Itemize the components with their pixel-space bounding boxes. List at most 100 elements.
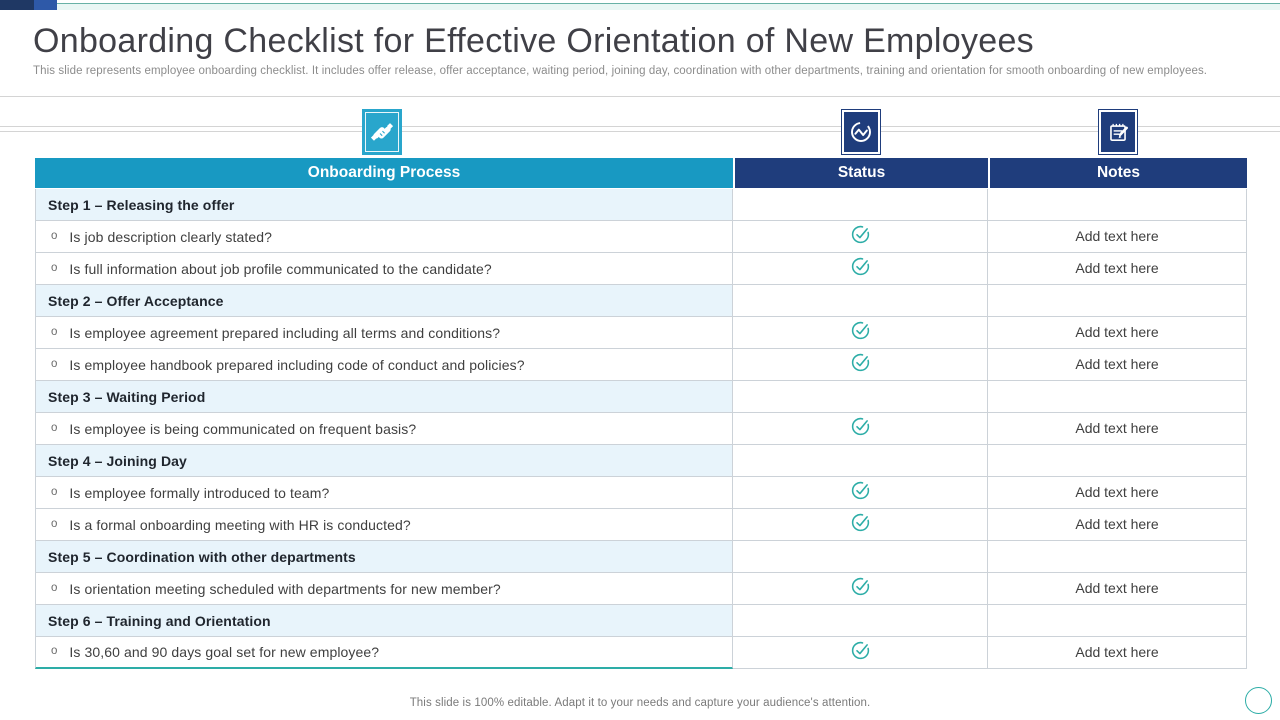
checklist-question-wrap: o Is job description clearly stated? bbox=[36, 229, 732, 245]
checklist-question-wrap: o Is a formal onboarding meeting with HR… bbox=[36, 517, 732, 533]
checklist-question-wrap: o Is employee formally introduced to tea… bbox=[36, 485, 732, 501]
checklist-question-wrap: o Is 30,60 and 90 days goal set for new … bbox=[36, 644, 732, 660]
table-row-step: Step 6 – Training and Orientation bbox=[35, 605, 1247, 637]
header-row: Onboarding Process Status Notes bbox=[35, 158, 1247, 189]
add-text-placeholder[interactable]: Add text here bbox=[1075, 355, 1159, 372]
step-heading-cell: Step 3 – Waiting Period bbox=[35, 381, 733, 413]
step-heading-wrap: Step 2 – Offer Acceptance bbox=[36, 293, 732, 309]
checklist-question-cell: o Is employee agreement prepared includi… bbox=[35, 317, 733, 349]
add-text-placeholder[interactable]: Add text here bbox=[1075, 419, 1159, 436]
table-row-item: o Is employee handbook prepared includin… bbox=[35, 349, 1247, 381]
add-text-placeholder[interactable]: Add text here bbox=[1075, 483, 1159, 500]
step-heading-wrap: Step 4 – Joining Day bbox=[36, 453, 732, 469]
column-header-onboarding-process: Onboarding Process bbox=[35, 158, 733, 189]
bullet-marker: o bbox=[51, 485, 58, 498]
status-cell bbox=[733, 573, 988, 605]
checklist-question: Is employee formally introduced to team? bbox=[69, 484, 330, 501]
checklist-question-cell: o Is employee formally introduced to tea… bbox=[35, 477, 733, 509]
step-heading-wrap: Step 1 – Releasing the offer bbox=[36, 197, 732, 213]
status-cell bbox=[733, 509, 988, 541]
status-cell-empty bbox=[733, 285, 988, 317]
checklist-question-wrap: o Is orientation meeting scheduled with … bbox=[36, 581, 732, 597]
status-cell bbox=[733, 349, 988, 381]
checklist-question: Is full information about job profile co… bbox=[69, 260, 492, 277]
status-cell-empty bbox=[733, 189, 988, 221]
checklist-question-cell: o Is 30,60 and 90 days goal set for new … bbox=[35, 637, 733, 669]
check-circle-icon[interactable] bbox=[850, 224, 871, 245]
notes-cell: Add text here bbox=[988, 477, 1247, 509]
notes-cell-empty bbox=[988, 445, 1247, 477]
add-text-placeholder[interactable]: Add text here bbox=[1075, 227, 1159, 244]
table-row-item: o Is employee is being communicated on f… bbox=[35, 413, 1247, 445]
bullet-marker: o bbox=[51, 229, 58, 242]
notes-cell: Add text here bbox=[988, 349, 1247, 381]
step-heading-label: Step 6 – Training and Orientation bbox=[48, 612, 271, 629]
table-row-item: o Is job description clearly stated? Add… bbox=[35, 221, 1247, 253]
horizontal-divider bbox=[0, 126, 1280, 127]
add-text-placeholder[interactable]: Add text here bbox=[1075, 515, 1159, 532]
table-row-item: o Is employee formally introduced to tea… bbox=[35, 477, 1247, 509]
status-cell-empty bbox=[733, 541, 988, 573]
bullet-marker: o bbox=[51, 325, 58, 338]
checklist-question: Is employee handbook prepared including … bbox=[69, 356, 525, 373]
step-heading-cell: Step 1 – Releasing the offer bbox=[35, 189, 733, 221]
column-header-status: Status bbox=[733, 158, 988, 189]
notes-cell-empty bbox=[988, 189, 1247, 221]
checklist-question: Is job description clearly stated? bbox=[69, 228, 273, 245]
page-title: Onboarding Checklist for Effective Orien… bbox=[33, 22, 1034, 60]
table-row-item: o Is 30,60 and 90 days goal set for new … bbox=[35, 637, 1247, 669]
step-heading-cell: Step 4 – Joining Day bbox=[35, 445, 733, 477]
table-body: Step 1 – Releasing the offer o Is job de… bbox=[35, 189, 1247, 669]
bullet-marker: o bbox=[51, 421, 58, 434]
horizontal-divider bbox=[0, 96, 1280, 97]
status-cell bbox=[733, 253, 988, 285]
notes-cell-empty bbox=[988, 605, 1247, 637]
checklist-question: Is employee is being communicated on fre… bbox=[69, 420, 417, 437]
handshake-icon bbox=[362, 109, 402, 155]
check-circle-icon[interactable] bbox=[850, 576, 871, 597]
add-text-placeholder[interactable]: Add text here bbox=[1075, 579, 1159, 596]
add-text-placeholder[interactable]: Add text here bbox=[1075, 323, 1159, 340]
bullet-marker: o bbox=[51, 517, 58, 530]
status-cell bbox=[733, 413, 988, 445]
table-header: Onboarding Process Status Notes bbox=[35, 158, 1247, 189]
notes-cell: Add text here bbox=[988, 509, 1247, 541]
table-row-step: Step 4 – Joining Day bbox=[35, 445, 1247, 477]
table-row-step: Step 5 – Coordination with other departm… bbox=[35, 541, 1247, 573]
notes-cell-empty bbox=[988, 541, 1247, 573]
checklist-question-cell: o Is employee handbook prepared includin… bbox=[35, 349, 733, 381]
check-circle-icon[interactable] bbox=[850, 640, 871, 661]
check-circle-icon[interactable] bbox=[850, 512, 871, 533]
onboarding-checklist-table: Onboarding Process Status Notes Step 1 –… bbox=[35, 158, 1247, 669]
notepad-pencil-icon-tile bbox=[1101, 112, 1135, 152]
add-text-placeholder[interactable]: Add text here bbox=[1075, 643, 1159, 660]
table-row-item: o Is orientation meeting scheduled with … bbox=[35, 573, 1247, 605]
step-heading-label: Step 5 – Coordination with other departm… bbox=[48, 548, 356, 565]
editable-note-text: This slide is 100% editable. Adapt it to… bbox=[409, 697, 871, 709]
step-heading-label: Step 2 – Offer Acceptance bbox=[48, 292, 224, 309]
check-circle-icon[interactable] bbox=[850, 416, 871, 437]
bullet-marker: o bbox=[51, 357, 58, 370]
checklist-question-cell: o Is a formal onboarding meeting with HR… bbox=[35, 509, 733, 541]
check-circle-icon[interactable] bbox=[850, 256, 871, 277]
notes-cell: Add text here bbox=[988, 413, 1247, 445]
notes-cell-empty bbox=[988, 285, 1247, 317]
checklist-question-cell: o Is orientation meeting scheduled with … bbox=[35, 573, 733, 605]
table-row-item: o Is employee agreement prepared includi… bbox=[35, 317, 1247, 349]
check-circle-icon[interactable] bbox=[850, 480, 871, 501]
add-text-placeholder[interactable]: Add text here bbox=[1075, 259, 1159, 276]
notes-cell-empty bbox=[988, 381, 1247, 413]
step-heading-cell: Step 5 – Coordination with other departm… bbox=[35, 541, 733, 573]
step-heading-wrap: Step 3 – Waiting Period bbox=[36, 389, 732, 405]
step-heading-cell: Step 2 – Offer Acceptance bbox=[35, 285, 733, 317]
checklist-question: Is 30,60 and 90 days goal set for new em… bbox=[69, 644, 380, 660]
status-cell bbox=[733, 637, 988, 669]
status-cell-empty bbox=[733, 381, 988, 413]
check-circle-icon[interactable] bbox=[850, 320, 871, 341]
step-heading-wrap: Step 6 – Training and Orientation bbox=[36, 613, 732, 629]
step-heading-cell: Step 6 – Training and Orientation bbox=[35, 605, 733, 637]
check-circle-icon[interactable] bbox=[850, 352, 871, 373]
table-row-item: o Is a formal onboarding meeting with HR… bbox=[35, 509, 1247, 541]
status-cell-empty bbox=[733, 445, 988, 477]
bullet-marker: o bbox=[51, 261, 58, 274]
